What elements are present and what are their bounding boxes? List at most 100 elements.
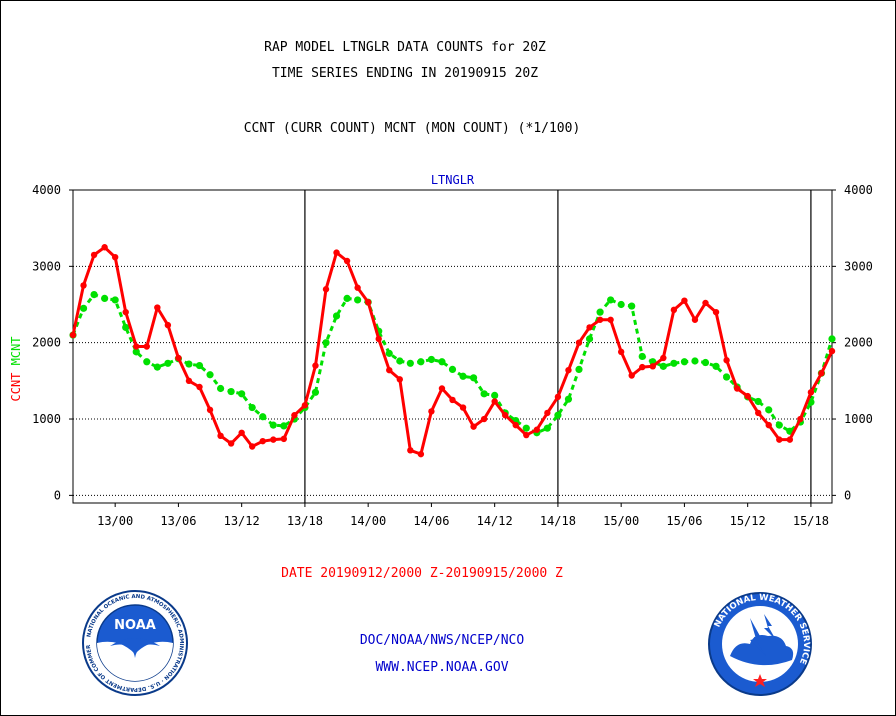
data-point-mcnt — [90, 290, 98, 299]
data-point-ccnt — [217, 432, 224, 440]
data-point-ccnt — [301, 402, 309, 409]
data-point-mcnt — [238, 390, 246, 398]
data-point-mcnt — [712, 362, 720, 370]
data-point-mcnt — [322, 339, 330, 347]
y-tick-label-right: 1000 — [844, 412, 873, 426]
data-point-ccnt — [712, 308, 720, 316]
data-point-ccnt — [407, 447, 414, 454]
data-point-ccnt — [154, 304, 161, 311]
data-point-ccnt — [227, 440, 235, 447]
data-point-ccnt — [80, 282, 87, 289]
data-point-ccnt — [828, 347, 836, 355]
url-link[interactable]: WWW.NCEP.NOAA.GOV — [375, 660, 509, 675]
data-point-mcnt — [828, 335, 836, 343]
data-point-ccnt — [364, 299, 372, 306]
data-point-ccnt — [196, 383, 203, 391]
date-range-label: DATE 20190912/2000 Z-20190915/2000 Z — [281, 566, 563, 581]
data-point-ccnt — [459, 404, 467, 411]
data-point-ccnt — [544, 409, 551, 417]
data-point-mcnt — [765, 406, 773, 414]
data-point-ccnt — [723, 357, 730, 364]
data-point-mcnt — [269, 421, 277, 429]
data-point-mcnt — [469, 374, 478, 382]
data-point-ccnt — [175, 354, 182, 362]
data-point-ccnt — [765, 421, 772, 429]
header-line-1: RAP MODEL LTNGLR DATA COUNTS for 20Z — [264, 40, 546, 55]
data-point-mcnt — [79, 304, 88, 312]
header-line-3: CCNT (CURR COUNT) MCNT (MON COUNT) (*1/1… — [243, 121, 581, 136]
y-tick-label-right: 0 — [844, 488, 851, 502]
data-point-ccnt — [111, 253, 119, 261]
nws-seal-icon: NATIONAL WEATHER SERVICE — [708, 592, 812, 696]
data-point-ccnt — [249, 443, 256, 450]
data-point-mcnt — [332, 312, 341, 320]
data-point-mcnt — [575, 365, 583, 374]
data-point-ccnt — [733, 385, 741, 392]
y-tick-label-right: 2000 — [844, 336, 873, 350]
data-point-mcnt — [554, 411, 562, 419]
x-tick-label: 14/00 — [350, 514, 386, 528]
data-point-ccnt — [807, 389, 815, 396]
data-point-ccnt — [291, 412, 298, 419]
data-point-ccnt — [617, 348, 625, 356]
x-tick-label: 13/06 — [160, 514, 196, 528]
data-point-ccnt — [143, 343, 150, 350]
data-point-ccnt — [396, 376, 403, 383]
data-point-mcnt — [206, 371, 214, 379]
y-tick-label-right: 3000 — [844, 259, 873, 273]
data-point-ccnt — [554, 393, 562, 401]
x-tick-label: 15/12 — [730, 514, 766, 528]
data-point-ccnt — [702, 299, 709, 307]
data-point-ccnt — [333, 249, 340, 256]
data-point-mcnt — [132, 348, 140, 356]
data-point-mcnt — [775, 421, 783, 429]
data-point-ccnt — [691, 316, 699, 323]
data-point-mcnt — [659, 362, 667, 370]
data-point-mcnt — [670, 359, 678, 367]
data-point-mcnt — [480, 390, 488, 398]
y-tick-label-left: 1000 — [32, 412, 61, 426]
data-point-mcnt — [438, 358, 446, 366]
y-tick-label-left: 0 — [54, 488, 61, 502]
data-point-ccnt — [312, 362, 319, 369]
data-point-mcnt — [417, 358, 425, 366]
data-point-mcnt — [164, 359, 172, 367]
x-tick-label: 13/12 — [224, 514, 260, 528]
data-point-mcnt — [153, 363, 161, 371]
data-point-mcnt — [754, 397, 762, 406]
data-point-mcnt — [248, 403, 256, 412]
data-point-ccnt — [586, 324, 593, 331]
data-point-mcnt — [459, 372, 467, 380]
y-axis-label-ccnt: CCNT — [9, 365, 23, 401]
data-point-ccnt — [90, 251, 98, 259]
data-point-ccnt — [681, 297, 688, 304]
y-tick-label-left: 4000 — [32, 183, 61, 197]
y-axis-label: CCNT MCNT — [9, 336, 23, 401]
data-point-ccnt — [101, 244, 108, 251]
data-point-ccnt — [533, 426, 541, 433]
data-point-mcnt — [701, 358, 710, 367]
data-point-mcnt — [311, 388, 320, 396]
data-point-mcnt — [491, 391, 499, 399]
x-tick-label: 13/18 — [287, 514, 323, 528]
data-point-ccnt — [670, 306, 678, 314]
data-point-mcnt — [185, 360, 193, 368]
x-tick-label: 14/06 — [413, 514, 449, 528]
series-line-ccnt — [71, 245, 834, 456]
x-tick-label: 15/18 — [793, 514, 829, 528]
data-point-ccnt — [491, 398, 498, 405]
data-point-ccnt — [628, 372, 635, 379]
data-point-mcnt — [111, 296, 119, 304]
data-point-ccnt — [122, 308, 129, 316]
data-point-ccnt — [512, 421, 519, 429]
data-point-ccnt — [639, 363, 646, 371]
data-point-ccnt — [596, 316, 604, 323]
y-tick-label-left: 2000 — [32, 336, 61, 350]
data-point-mcnt — [227, 387, 235, 396]
data-point-ccnt — [786, 436, 794, 443]
data-point-mcnt — [101, 294, 109, 303]
data-point-ccnt — [428, 408, 435, 415]
header-line-2: TIME SERIES ENDING IN 20190915 20Z — [271, 66, 539, 81]
y-tick-label-left: 3000 — [32, 259, 61, 273]
